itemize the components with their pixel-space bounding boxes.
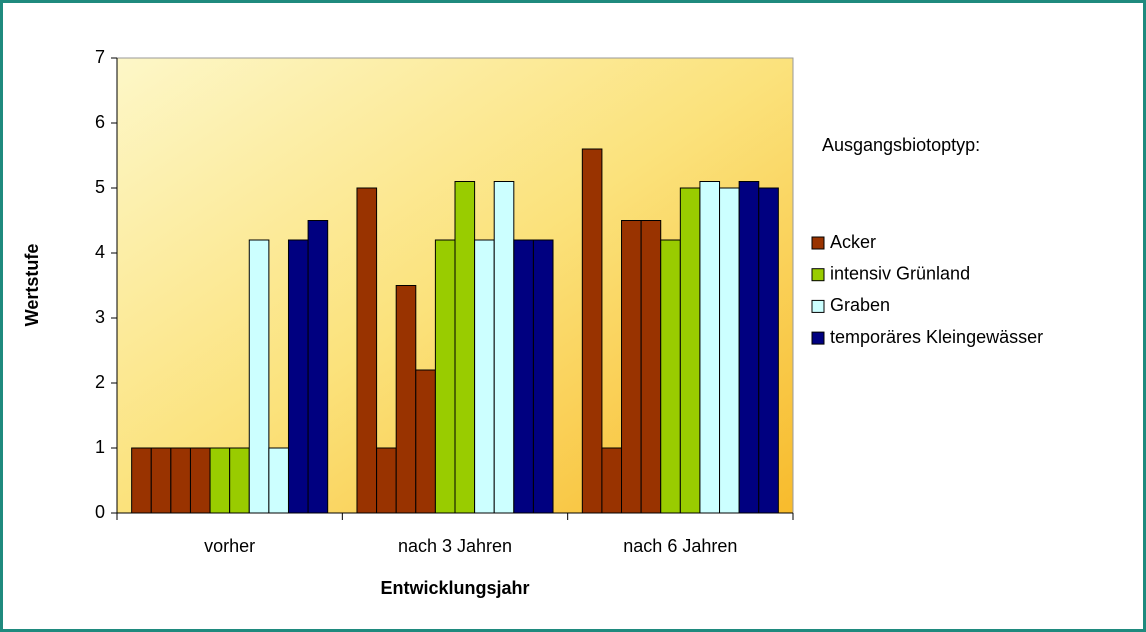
bar xyxy=(209,447,231,514)
bar xyxy=(395,285,417,514)
bar xyxy=(738,181,760,514)
legend-label: temporäres Kleingewässer xyxy=(830,327,1043,347)
bar xyxy=(415,369,436,514)
legend-swatch xyxy=(811,299,825,313)
bar xyxy=(601,447,623,514)
bar xyxy=(758,187,779,514)
x-tick-label: vorher xyxy=(204,536,255,556)
bar xyxy=(131,447,152,514)
bar xyxy=(532,239,554,514)
bar xyxy=(268,447,289,514)
bar xyxy=(679,187,701,514)
bar xyxy=(376,447,397,514)
bar xyxy=(229,447,250,514)
bar xyxy=(287,239,309,514)
bar xyxy=(660,239,681,514)
bar xyxy=(248,239,270,514)
legend-label: Acker xyxy=(830,232,876,252)
bar xyxy=(581,148,603,514)
x-tick-label: nach 3 Jahren xyxy=(398,536,512,556)
bar xyxy=(434,239,456,514)
bar xyxy=(513,239,534,514)
legend-swatch xyxy=(811,236,825,250)
bar xyxy=(621,220,642,514)
legend-swatch xyxy=(811,268,825,282)
y-tick-label: 3 xyxy=(95,307,105,327)
legend-label: Graben xyxy=(830,295,890,315)
bar xyxy=(356,187,378,514)
bar xyxy=(699,181,721,514)
bar xyxy=(150,447,172,514)
bar xyxy=(454,181,476,514)
bar xyxy=(474,239,495,514)
bar xyxy=(189,447,211,514)
legend-label: intensiv Grünland xyxy=(830,263,970,283)
x-axis-title: Entwicklungsjahr xyxy=(380,578,529,598)
x-tick-label: nach 6 Jahren xyxy=(623,536,737,556)
bar xyxy=(170,447,191,514)
y-axis-title: Wertstufe xyxy=(22,244,42,327)
y-tick-label: 6 xyxy=(95,112,105,132)
y-tick-label: 0 xyxy=(95,502,105,522)
y-tick-label: 7 xyxy=(95,47,105,67)
bar xyxy=(307,220,329,514)
y-tick-label: 4 xyxy=(95,242,105,262)
bar xyxy=(493,181,515,514)
legend-swatch xyxy=(811,331,825,345)
y-tick-label: 1 xyxy=(95,437,105,457)
y-tick-label: 5 xyxy=(95,177,105,197)
bar xyxy=(640,220,662,514)
bar xyxy=(719,187,740,514)
y-tick-label: 2 xyxy=(95,372,105,392)
legend-title: Ausgangsbiotoptyp: xyxy=(822,135,980,155)
